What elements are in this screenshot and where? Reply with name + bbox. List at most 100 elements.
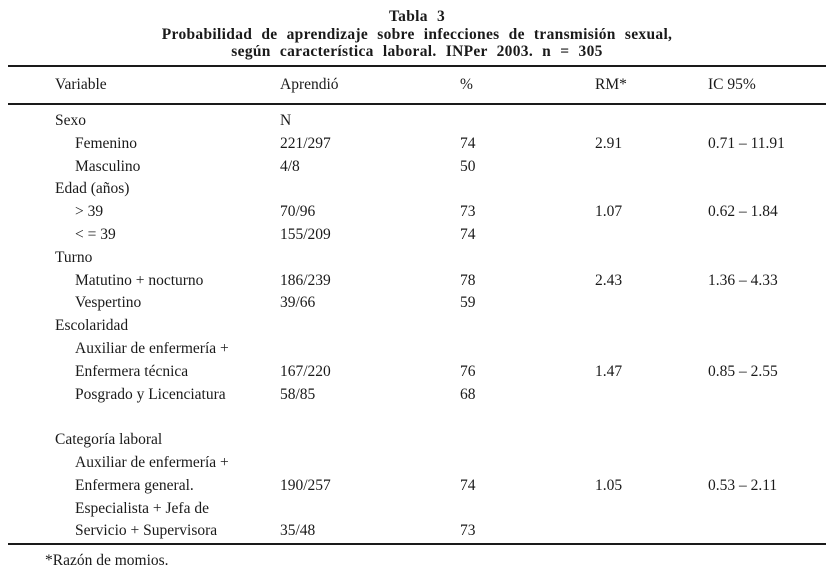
cell-aprendio — [280, 247, 460, 270]
cell-ic — [708, 452, 826, 475]
cell-aprendio: 58/85 — [280, 385, 316, 403]
cell-variable: Posgrado y Licenciatura — [75, 385, 226, 403]
cell-ic — [708, 224, 826, 247]
cell-rm — [595, 384, 708, 407]
cell-variable: Enfermera técnica — [75, 362, 189, 380]
table-row: Servicio + Supervisora 35/48 73 — [8, 520, 826, 543]
cell-rm — [595, 247, 708, 270]
cell-rm: 1.47 — [595, 362, 623, 380]
cell-aprendio: 186/239 — [280, 271, 331, 289]
table-title: Tabla 3 Probabilidad de aprendizaje sobr… — [0, 8, 834, 61]
cell-variable: Servicio + Supervisora — [75, 522, 218, 540]
cell-pct — [460, 110, 595, 133]
cell-rm — [595, 520, 708, 543]
cell-rm — [595, 224, 708, 247]
cell-aprendio: 190/257 — [280, 476, 331, 494]
cell-aprendio — [280, 498, 460, 521]
cell-pct: 73 — [460, 203, 476, 221]
column-header-aprendio: Aprendió — [280, 76, 339, 93]
column-header-pct: % — [460, 76, 473, 93]
table-row: Categoría laboral — [8, 429, 826, 452]
cell-ic — [708, 156, 826, 179]
cell-pct — [460, 498, 595, 521]
cell-rm: 2.43 — [595, 271, 623, 289]
cell-pct: 74 — [460, 134, 476, 152]
cell-rm — [595, 429, 708, 452]
cell-aprendio — [280, 429, 460, 452]
cell-aprendio: 155/209 — [280, 225, 331, 243]
column-header-variable: Variable — [55, 76, 107, 93]
cell-variable: Vespertino — [75, 294, 142, 312]
table-row: Enfermera general. 190/257 74 1.05 0.53 – 2.… — [8, 475, 826, 498]
table-row: Enfermera técnica 167/220 76 1.47 0.85 – 2.5… — [8, 361, 826, 384]
cell-variable: Turno — [55, 248, 93, 266]
table-header-row: Variable Aprendió % RM* IC 95% — [8, 65, 826, 105]
cell-variable: Matutino + nocturno — [75, 271, 204, 289]
table-row: Posgrado y Licenciatura 58/85 68 — [8, 384, 826, 407]
cell-aprendio — [280, 406, 460, 429]
table-row: Edad (años) — [8, 178, 826, 201]
table-row: Especialista + Jefa de — [8, 498, 826, 521]
cell-aprendio — [280, 452, 460, 475]
cell-ic: 0.53 – 2.11 — [708, 476, 778, 494]
cell-variable: Femenino — [75, 134, 137, 152]
cell-pct: 59 — [460, 294, 476, 312]
cell-rm — [595, 498, 708, 521]
table-row: > 39 70/96 73 1.07 0.62 – 1.84 — [8, 201, 826, 224]
cell-rm — [595, 110, 708, 133]
cell-rm — [595, 292, 708, 315]
cell-rm: 2.91 — [595, 134, 623, 152]
cell-ic — [708, 406, 826, 429]
cell-aprendio: 35/48 — [280, 522, 316, 540]
cell-variable: Masculino — [75, 157, 141, 175]
cell-ic — [708, 247, 826, 270]
cell-ic — [708, 338, 826, 361]
cell-aprendio: 39/66 — [280, 294, 316, 312]
table-row: Femenino 221/297 74 2.91 0.71 – 11.91 — [8, 133, 826, 156]
cell-ic: 1.36 – 4.33 — [708, 271, 778, 289]
cell-variable: Auxiliar de enfermería + — [75, 453, 229, 471]
cell-rm — [595, 338, 708, 361]
cell-rm — [595, 178, 708, 201]
cell-aprendio: 4/8 — [280, 157, 300, 175]
table-row: Masculino 4/8 50 — [8, 156, 826, 179]
cell-ic — [708, 498, 826, 521]
table-row: Vespertino 39/66 59 — [8, 292, 826, 315]
cell-rm: 1.07 — [595, 203, 623, 221]
cell-pct: 78 — [460, 271, 476, 289]
cell-aprendio — [280, 338, 460, 361]
cell-ic: 0.62 – 1.84 — [708, 203, 778, 221]
table-row: Escolaridad — [8, 315, 826, 338]
cell-pct: 74 — [460, 476, 476, 494]
cell-pct — [460, 247, 595, 270]
column-header-rm: RM* — [595, 76, 627, 93]
cell-pct: 73 — [460, 522, 476, 540]
cell-pct — [460, 178, 595, 201]
table-row: Matutino + nocturno 186/239 78 2.43 1.36 – 4… — [8, 270, 826, 293]
cell-aprendio: 70/96 — [280, 203, 316, 221]
table-row: < = 39 155/209 74 — [8, 224, 826, 247]
cell-variable: Categoría laboral — [55, 431, 163, 449]
cell-variable — [8, 406, 280, 429]
cell-pct — [460, 452, 595, 475]
cell-rm — [595, 406, 708, 429]
cell-ic — [708, 292, 826, 315]
cell-aprendio: 221/297 — [280, 134, 331, 152]
cell-variable: Edad (años) — [55, 180, 130, 198]
cell-rm — [595, 156, 708, 179]
cell-rm — [595, 452, 708, 475]
cell-ic — [708, 520, 826, 543]
cell-aprendio — [280, 178, 460, 201]
column-header-ic95: IC 95% — [708, 76, 756, 93]
cell-ic — [708, 429, 826, 452]
cell-pct — [460, 406, 595, 429]
cell-ic: 0.85 – 2.55 — [708, 362, 778, 380]
cell-rm — [595, 315, 708, 338]
table-row: Auxiliar de enfermería + — [8, 338, 826, 361]
table-row: Auxiliar de enfermería + — [8, 452, 826, 475]
table-row — [8, 406, 826, 429]
cell-pct: 74 — [460, 225, 476, 243]
cell-ic — [708, 110, 826, 133]
cell-aprendio — [280, 315, 460, 338]
